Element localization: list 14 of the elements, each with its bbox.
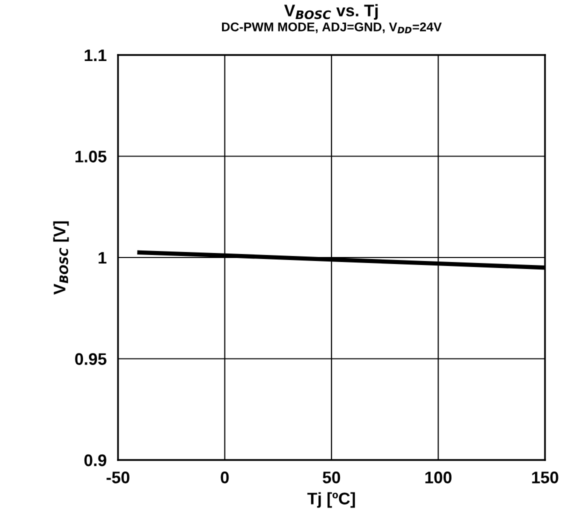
y-axis-title: V$_{BOSC}$ [V] xyxy=(53,221,69,295)
x-axis-title: Tj [ºC] xyxy=(307,492,355,508)
x-tick-label: 50 xyxy=(322,472,340,484)
x-tick-label: -50 xyxy=(106,472,130,484)
y-tick-label: 1.1 xyxy=(84,50,106,62)
chart-subtitle: DC-PWM MODE, ADJ=GND, V$_{DD}$=24V xyxy=(222,22,442,34)
x-tick-label: 100 xyxy=(425,472,452,484)
chart-title: V$_{BOSC}$ vs. Tj xyxy=(284,4,378,20)
x-tick-label: 150 xyxy=(532,472,558,484)
y-tick-label: 0.95 xyxy=(75,353,106,365)
y-tick-label: 1.05 xyxy=(76,150,106,162)
y-tick-label: 0.9 xyxy=(84,454,106,466)
x-tick-label: 0 xyxy=(220,472,229,484)
y-tick-label: 1 xyxy=(98,252,106,264)
